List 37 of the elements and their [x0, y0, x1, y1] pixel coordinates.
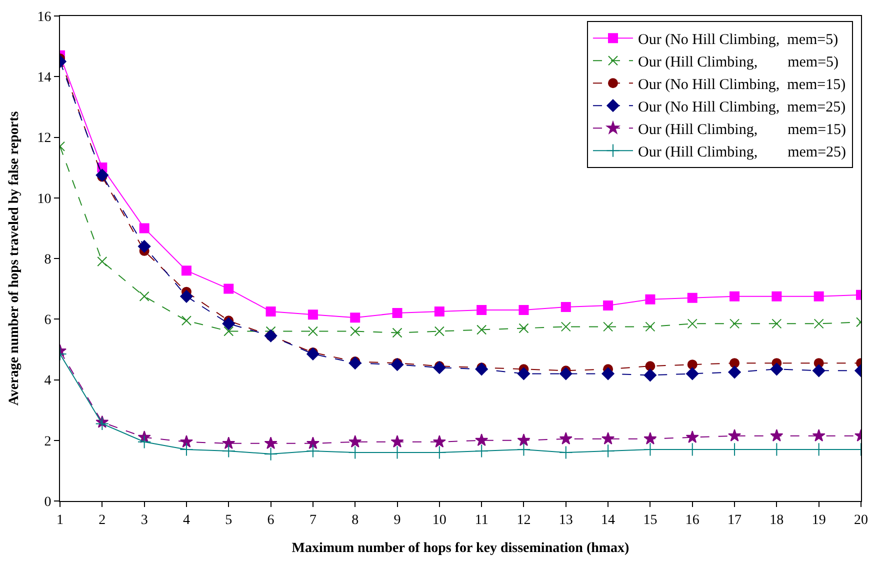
legend-label: Our (Hill Climbing, mem=5): [638, 54, 839, 70]
x-tick-label: 10: [432, 512, 446, 528]
y-axis-title: Average number of hops traveled by false reports: [6, 110, 22, 406]
legend-label: Our (Hill Climbing, mem=25): [638, 144, 846, 160]
x-tick-label: 14: [601, 512, 616, 528]
x-tick-label: 4: [182, 512, 190, 528]
x-tick-label: 15: [643, 512, 658, 528]
y-tick-label: 16: [37, 10, 52, 25]
y-tick-label: 6: [44, 313, 52, 328]
legend-label: Our (Hill Climbing, mem=15): [638, 122, 846, 138]
x-tick-label: 8: [352, 512, 359, 528]
legend-label: Our (No Hill Climbing, mem=5): [638, 32, 838, 48]
x-tick-label: 17: [728, 512, 742, 528]
y-tick-label: 14: [37, 70, 52, 86]
x-tick-label: 20: [854, 512, 868, 528]
x-tick-label: 2: [98, 512, 106, 528]
x-tick-label: 5: [225, 512, 232, 528]
x-tick-label: 12: [516, 512, 531, 528]
y-tick-label: 10: [37, 192, 52, 207]
y-tick-label: 4: [44, 374, 52, 389]
x-tick-label: 1: [56, 512, 64, 528]
y-tick-label: 12: [37, 131, 52, 146]
x-tick-label: 18: [770, 512, 784, 528]
x-tick-label: 13: [558, 512, 573, 528]
x-tick-label: 19: [812, 512, 826, 528]
y-tick-label: 2: [44, 434, 52, 450]
x-tick-label: 7: [309, 512, 316, 528]
legend-label: Our (No Hill Climbing, mem=15): [638, 76, 846, 93]
x-tick-label: 9: [394, 512, 401, 528]
y-tick-label: 8: [44, 252, 52, 268]
x-tick-label: 11: [474, 512, 488, 528]
x-tick-label: 6: [267, 512, 274, 528]
legend-label: Our (No Hill Climbing, mem=25): [638, 99, 846, 116]
x-tick-label: 16: [685, 512, 700, 528]
x-tick-label: 3: [140, 512, 148, 528]
y-tick-label: 0: [44, 494, 52, 510]
x-axis-title: Maximum number of hops for key dissemination (hmax): [292, 541, 630, 556]
